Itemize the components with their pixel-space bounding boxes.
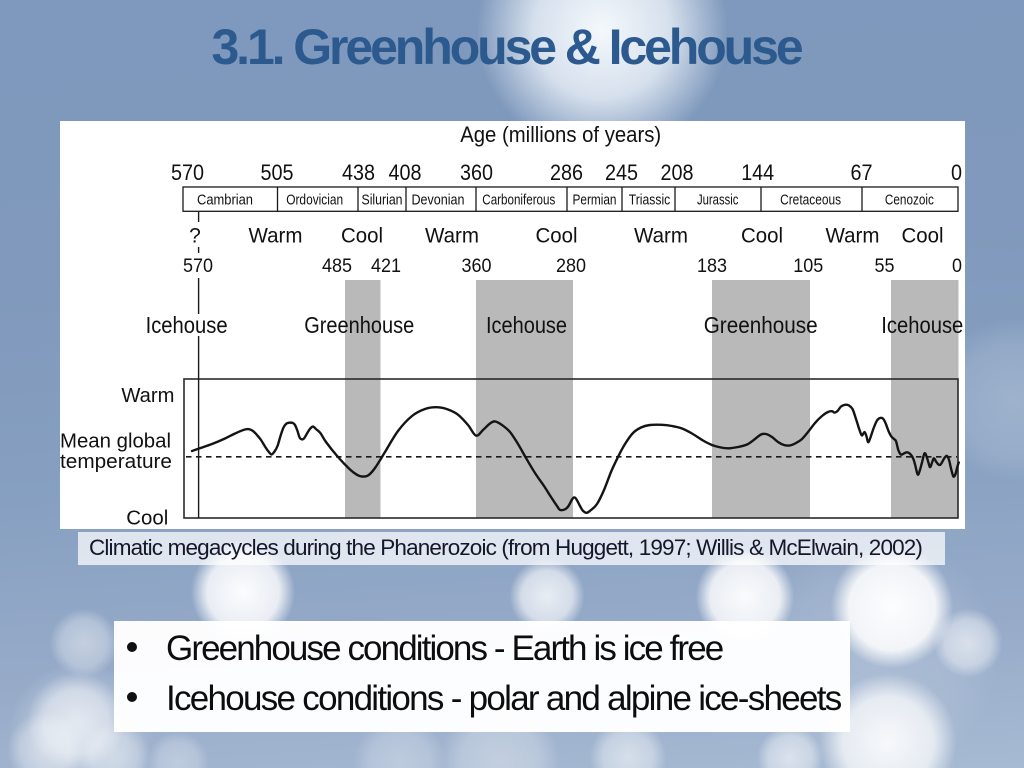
svg-text:570: 570 [171, 160, 204, 185]
svg-text:Warm: Warm [249, 224, 303, 247]
svg-text:Jurassic: Jurassic [697, 192, 739, 209]
svg-text:144: 144 [741, 160, 774, 185]
svg-text:Silurian: Silurian [362, 192, 403, 209]
svg-text:Cool: Cool [902, 224, 944, 247]
svg-text:360: 360 [460, 160, 493, 185]
svg-text:Cambrian: Cambrian [197, 192, 253, 209]
svg-text:Cool: Cool [126, 508, 168, 530]
svg-text:Icehouse: Icehouse [881, 312, 963, 338]
svg-text:Icehouse: Icehouse [146, 312, 228, 338]
svg-text:Age (millions of years): Age (millions of years) [460, 122, 661, 147]
svg-text:Greenhouse: Greenhouse [304, 312, 414, 338]
svg-text:Greenhouse: Greenhouse [704, 312, 818, 338]
svg-text:183: 183 [697, 255, 727, 277]
svg-text:Cool: Cool [341, 224, 383, 247]
svg-text:Cretaceous: Cretaceous [780, 192, 841, 209]
svg-text:Triassic: Triassic [629, 192, 671, 209]
svg-text:Mean global: Mean global [60, 430, 171, 452]
svg-text:Cenozoic: Cenozoic [885, 192, 934, 209]
svg-text:Permian: Permian [573, 192, 617, 209]
svg-text:Carboniferous: Carboniferous [482, 192, 555, 209]
svg-text:570: 570 [183, 255, 213, 277]
svg-text:?: ? [189, 224, 201, 247]
svg-text:286: 286 [550, 160, 583, 185]
svg-text:Cool: Cool [741, 224, 783, 247]
svg-text:421: 421 [371, 255, 401, 277]
svg-text:67: 67 [851, 160, 873, 185]
svg-text:0: 0 [952, 255, 962, 277]
svg-text:485: 485 [322, 255, 352, 277]
svg-text:55: 55 [875, 255, 895, 277]
svg-text:208: 208 [661, 160, 694, 185]
svg-text:Icehouse: Icehouse [486, 312, 567, 338]
svg-text:280: 280 [556, 255, 586, 277]
svg-text:408: 408 [389, 160, 422, 185]
svg-text:Cool: Cool [536, 224, 578, 247]
svg-text:Warm: Warm [634, 224, 688, 247]
svg-text:360: 360 [462, 255, 492, 277]
svg-text:Warm: Warm [826, 224, 880, 247]
svg-text:505: 505 [261, 160, 294, 185]
svg-text:245: 245 [605, 160, 638, 185]
svg-text:temperature: temperature [60, 451, 172, 473]
svg-text:Warm: Warm [121, 385, 174, 407]
svg-text:0: 0 [951, 160, 962, 185]
svg-text:105: 105 [793, 255, 823, 277]
svg-text:Devonian: Devonian [412, 192, 465, 209]
svg-text:Warm: Warm [425, 224, 479, 247]
svg-text:438: 438 [342, 160, 375, 185]
svg-text:Ordovician: Ordovician [286, 192, 343, 209]
